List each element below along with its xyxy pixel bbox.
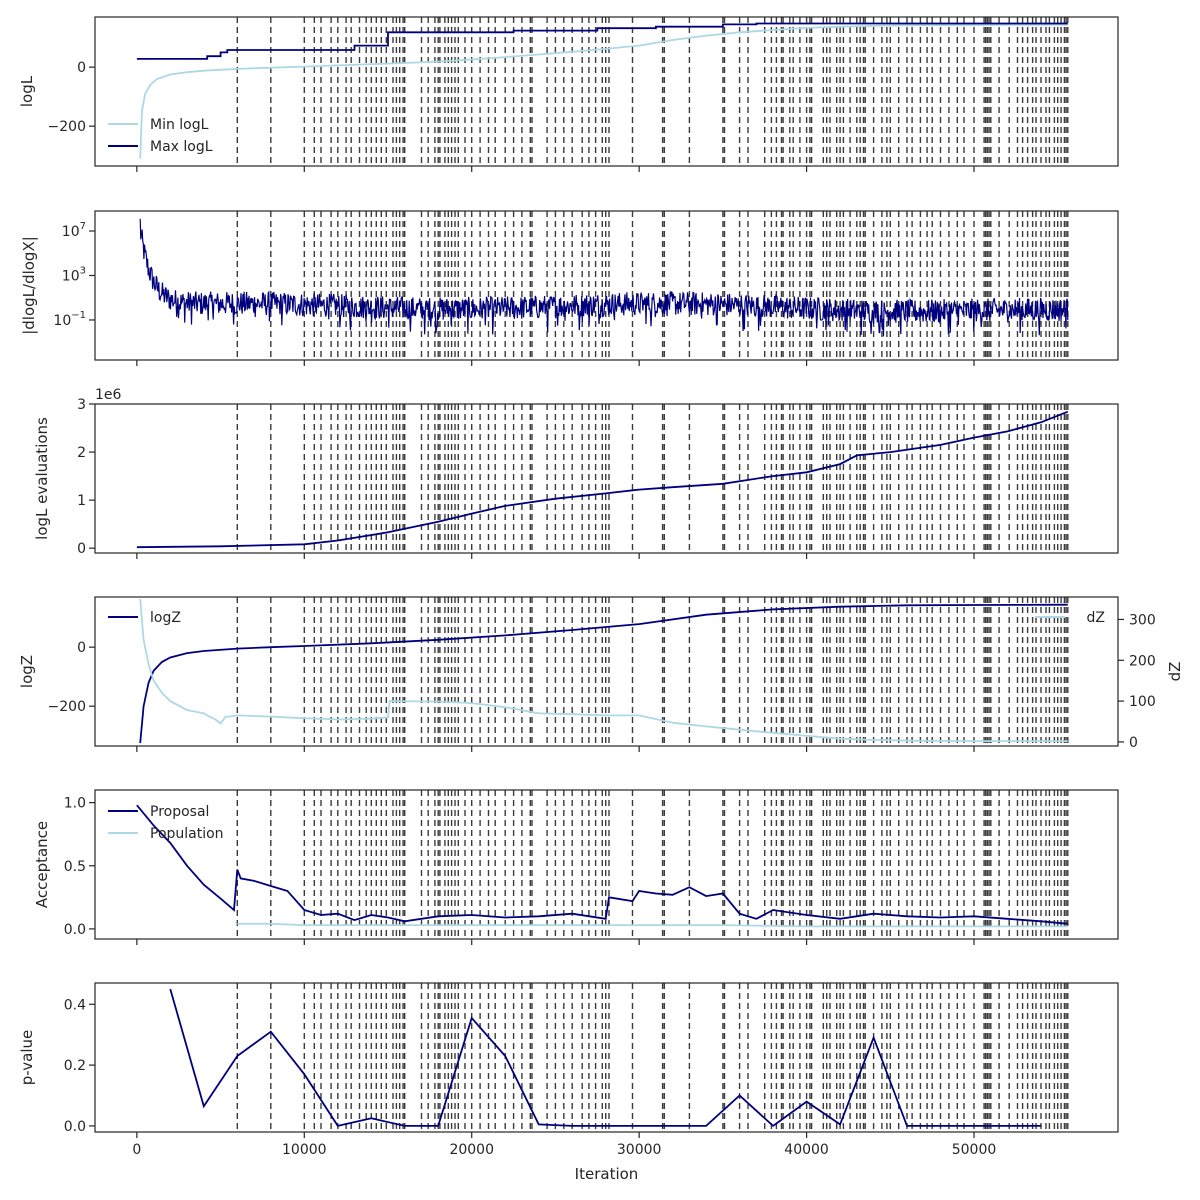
series-layer (136, 410, 1069, 549)
x-tick-label: 10000 (282, 1142, 327, 1158)
legend-label: Population (150, 826, 224, 842)
y-tick-exponent: 3 (80, 265, 86, 276)
y-tick-label: 3 (77, 397, 86, 413)
logz-line (139, 603, 1068, 744)
y-axis-label: logZ (18, 655, 36, 688)
series-layer (139, 598, 1068, 744)
y-tick-label: 0 (77, 60, 86, 76)
series-layer (136, 804, 1068, 928)
y-tick-label: 1.0 (64, 796, 86, 812)
y-right-tick-label: 0 (1129, 735, 1138, 751)
pvalue-line (169, 988, 1041, 1128)
y-tick-exponent: −1 (71, 310, 86, 321)
x-tick-label: 50000 (952, 1142, 997, 1158)
y-tick-label: −200 (48, 699, 86, 715)
axes-frame (94, 982, 1119, 1133)
y-tick-label: 2 (77, 445, 86, 461)
y-tick-label: 0.5 (64, 859, 86, 875)
y-tick-label: 0.4 (64, 997, 86, 1013)
y-tick-exponent: 7 (80, 221, 86, 232)
y-right-axis-label: dZ (1166, 662, 1184, 682)
y-tick-label: 0.0 (64, 1119, 86, 1135)
vlines (236, 211, 1069, 360)
series-layer (169, 988, 1041, 1128)
legend-label: Proposal (150, 804, 209, 820)
legend-item: Population (108, 826, 224, 842)
panel-accept: 0.0 0.5 1.0 Acceptance Proposal Population (33, 789, 1119, 945)
y-tick-label: 0 (77, 541, 86, 557)
y-tick-label: 103 (62, 265, 86, 284)
max-logl-line (136, 22, 1068, 60)
evals-line (136, 410, 1069, 549)
y-right-tick-label: 300 (1129, 612, 1156, 628)
series-layer (136, 22, 1068, 159)
axes-frame (94, 16, 1119, 167)
legend-item: dZ (1035, 610, 1105, 626)
y-right-tick-label: 100 (1129, 694, 1156, 710)
min-logl-line (139, 23, 1068, 159)
y-tick-base: 10 (62, 224, 80, 240)
y-right-tick-label: 200 (1129, 653, 1156, 669)
x-tick-label: 40000 (784, 1142, 829, 1158)
legend-item: Max logL (108, 139, 213, 155)
panel-logz: 0 −200 0 100 200 300 logZ dZ logZ dZ (18, 596, 1184, 752)
vlines (236, 17, 1069, 166)
y-tick-label: 0.2 (64, 1058, 86, 1074)
y-tick-base: 10 (62, 268, 80, 284)
population-line (237, 922, 1068, 928)
x-axis-label: Iteration (575, 1165, 639, 1183)
series-layer (139, 218, 1069, 337)
dlogl-line (139, 218, 1069, 337)
y-tick-label: 107 (62, 221, 86, 240)
y-tick-label: 0.0 (64, 922, 86, 938)
y-tick-base: 10 (53, 313, 71, 329)
legend-item: Proposal (108, 804, 209, 820)
axes-frame (94, 210, 1119, 361)
y-axis-label: Acceptance (33, 821, 51, 908)
axes-frame (94, 596, 1119, 747)
y-axis-label: logL evaluations (33, 417, 51, 540)
y-tick-label: 10−1 (53, 310, 86, 329)
dz-line (139, 598, 1068, 742)
panel-evals: 0 1 2 3 logL evaluations 1e6 (33, 387, 1119, 559)
y-tick-label: −200 (48, 119, 86, 135)
legend-label: Min logL (150, 117, 209, 133)
panel-logl: 0 −200 logL Min logL Max logL (18, 16, 1119, 172)
y-tick-label: 1 (77, 493, 86, 509)
legend-item: logZ (108, 610, 181, 626)
axes-frame (94, 789, 1119, 940)
x-tick-label: 30000 (617, 1142, 662, 1158)
legend-item: Min logL (108, 117, 209, 133)
axes-frame (94, 403, 1119, 554)
legend-label: dZ (1087, 610, 1105, 626)
x-tick-label: 20000 (449, 1142, 494, 1158)
vlines (236, 597, 1069, 746)
y-tick-label: 0 (77, 640, 86, 656)
y-axis-label: p-value (18, 1030, 36, 1086)
y-axis-label: |dlogL/dlogX| (20, 236, 38, 335)
y-axis-label: logL (18, 75, 36, 107)
legend-label: logZ (150, 610, 181, 626)
vlines (236, 404, 1069, 553)
vlines (236, 983, 1069, 1132)
panel-pvalue: 0 10000 20000 30000 40000 50000 0.0 0.2 0.4 p-val… (18, 982, 1119, 1183)
x-tick-label: 0 (132, 1142, 141, 1158)
y-offset-label: 1e6 (95, 387, 122, 403)
legend-label: Max logL (150, 139, 213, 155)
proposal-line (136, 804, 1068, 925)
